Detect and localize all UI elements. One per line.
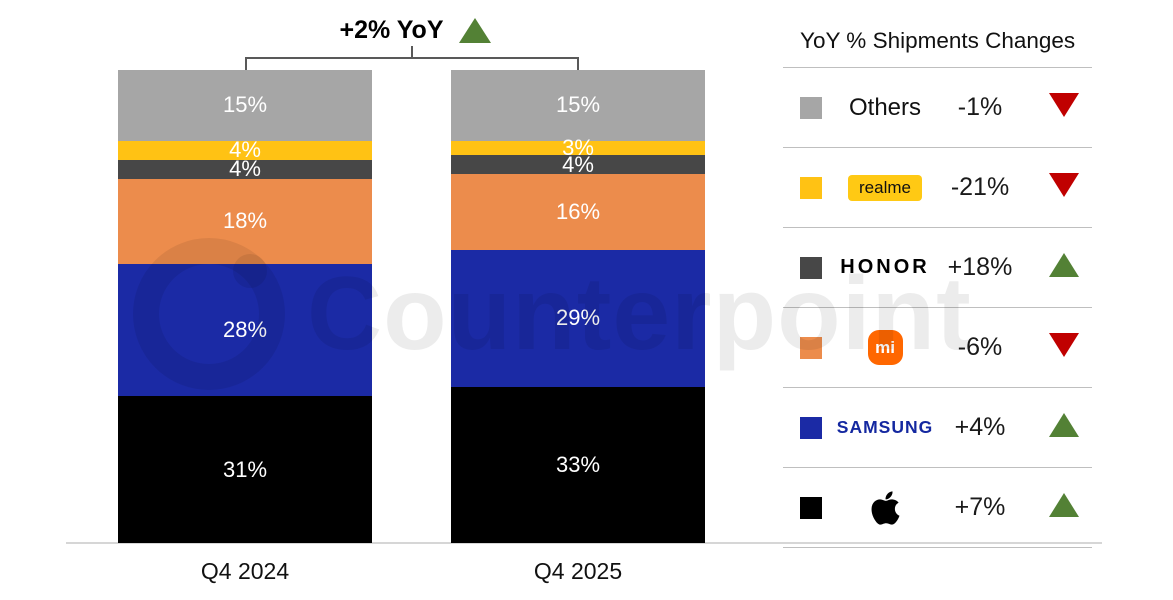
segment-value-label: 29% [555, 305, 601, 331]
samsung-change: +4% [954, 413, 1006, 441]
apple-swatch [800, 496, 822, 519]
bracket-horizontal [245, 57, 579, 59]
legend-row-xiaomi: mi -6% [783, 308, 1092, 388]
bracket-tick-left [245, 57, 247, 70]
segment-others-q4-2024: 15% [118, 70, 372, 141]
realme-change: -21% [950, 173, 1010, 201]
samsung-swatch [800, 416, 822, 439]
x-axis-line [66, 542, 1102, 544]
others-label: Others [848, 93, 922, 121]
others-swatch [800, 96, 822, 119]
segment-value-label: 33% [555, 451, 601, 477]
segment-honor-q4-2025: 4% [451, 151, 705, 177]
stacked-bar-q4-2025: 15% 3% 4% 16% 29% 33% [451, 70, 705, 543]
x-axis-label-q4-2025: Q4 2025 [533, 558, 623, 584]
xiaomi-mi-logo: mi [867, 330, 903, 365]
segment-value-label: 3% [562, 135, 594, 161]
x-axis-label-q4-2024: Q4 2024 [200, 558, 290, 584]
bracket-stem [411, 46, 413, 58]
segment-samsung-q4-2025: 29% [451, 249, 705, 387]
segment-value-label: 18% [222, 208, 268, 234]
segment-value-label: 16% [555, 198, 601, 224]
legend-row-honor: HONOR +18% [783, 228, 1092, 308]
segment-realme-q4-2024: 4% [118, 137, 372, 163]
legend-row-others: Others -1% [783, 68, 1092, 148]
samsung-logo: SAMSUNG [836, 417, 934, 437]
down-triangle-icon [1048, 333, 1079, 357]
legend-row-samsung: SAMSUNG +4% [783, 388, 1092, 468]
down-triangle-icon [1048, 173, 1079, 197]
honor-logo: HONOR [840, 256, 930, 278]
segment-others-q4-2025: 15% [451, 70, 705, 141]
mi-logo-text: mi [875, 338, 895, 357]
up-triangle-icon [1048, 493, 1079, 517]
realme-logo: realme [848, 174, 922, 201]
segment-value-label: 4% [229, 156, 261, 182]
segment-value-label: 31% [222, 456, 268, 482]
xiaomi-change: -6% [957, 333, 1003, 361]
segment-realme-q4-2025: 3% [451, 137, 705, 159]
realme-swatch [800, 176, 822, 199]
up-triangle-icon [1048, 253, 1079, 277]
yoy-total-annotation: +2% YoY [250, 16, 580, 45]
xiaomi-swatch [800, 336, 822, 359]
bracket-tick-right [577, 57, 579, 70]
down-triangle-icon [1048, 93, 1079, 117]
up-triangle-icon [1048, 413, 1079, 437]
honor-change: +18% [947, 253, 1013, 281]
segment-xiaomi-q4-2025: 16% [451, 174, 705, 250]
segment-value-label: 4% [229, 137, 261, 163]
up-triangle-icon [458, 18, 491, 44]
stacked-bar-q4-2024: 15% 4% 4% 18% 28% 31% [118, 70, 372, 543]
apple-change: +7% [954, 493, 1006, 521]
segment-value-label: 4% [562, 151, 594, 177]
segment-samsung-q4-2024: 28% [118, 263, 372, 397]
legend-title: YoY % Shipments Changes [783, 18, 1092, 68]
others-change: -1% [957, 93, 1003, 121]
segment-value-label: 28% [222, 317, 268, 343]
apple-logo-icon [871, 490, 899, 525]
legend-row-apple: +7% [783, 468, 1092, 548]
segment-apple-q4-2024: 31% [118, 396, 372, 543]
segment-honor-q4-2024: 4% [118, 156, 372, 182]
legend-panel: YoY % Shipments Changes Others -1% realm… [783, 18, 1092, 548]
honor-swatch [800, 256, 822, 279]
segment-value-label: 15% [222, 92, 268, 118]
yoy-total-label: +2% YoY [339, 16, 444, 44]
segment-xiaomi-q4-2024: 18% [118, 178, 372, 264]
segment-apple-q4-2025: 33% [451, 386, 705, 543]
legend-row-realme: realme -21% [783, 148, 1092, 228]
segment-value-label: 15% [555, 92, 601, 118]
